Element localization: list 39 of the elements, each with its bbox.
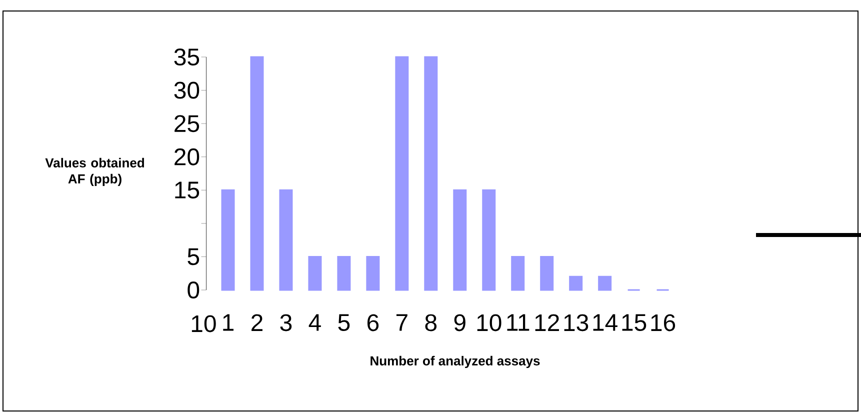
x-tick-label: 10 <box>477 314 502 332</box>
y-tick-label: 30 <box>174 82 200 99</box>
x-tick-label: 9 <box>454 314 466 332</box>
y-axis-title: Values obtained AF (ppb) <box>45 158 144 186</box>
bar <box>395 56 409 291</box>
bar <box>540 256 554 291</box>
x-tick-label: 16 <box>651 314 676 332</box>
x-tick-label: 12 <box>535 314 559 331</box>
bar <box>221 189 235 291</box>
bar <box>337 256 351 291</box>
y-tick-label: 20 <box>174 148 200 166</box>
bar <box>279 189 293 291</box>
y-tick-label: 5 <box>188 248 200 266</box>
y-tick-label: 35 <box>174 48 200 66</box>
x-tick-label: 13 <box>564 314 588 332</box>
bar <box>366 256 380 291</box>
bar <box>424 56 438 291</box>
x-tick-label: 2 <box>252 314 262 331</box>
y-tick-label: 15 <box>175 182 200 199</box>
x-axis-title: Number of analyzed assays <box>370 356 540 368</box>
bar <box>482 189 496 291</box>
bar <box>511 256 525 291</box>
x-tick-label: 7 <box>396 314 408 331</box>
x-tick-label: 1 <box>223 314 234 331</box>
x-tick-label: 14 <box>593 314 618 331</box>
bar <box>453 189 467 291</box>
bar <box>250 56 264 291</box>
x-tick-label: 4 <box>308 314 321 331</box>
x-tick-label: 5 <box>338 314 350 331</box>
bar <box>569 276 583 291</box>
bar <box>308 256 322 291</box>
y-tick-label: 25 <box>174 115 200 132</box>
x-tick-label: 6 <box>367 314 379 332</box>
x-tick-label: 3 <box>280 314 292 332</box>
x-tick-label: 11 <box>507 314 530 331</box>
x-tick-label: 8 <box>425 314 437 332</box>
bar <box>598 276 612 291</box>
x-tick-label: 15 <box>622 314 646 331</box>
y-tick-label: 0 <box>188 282 200 298</box>
